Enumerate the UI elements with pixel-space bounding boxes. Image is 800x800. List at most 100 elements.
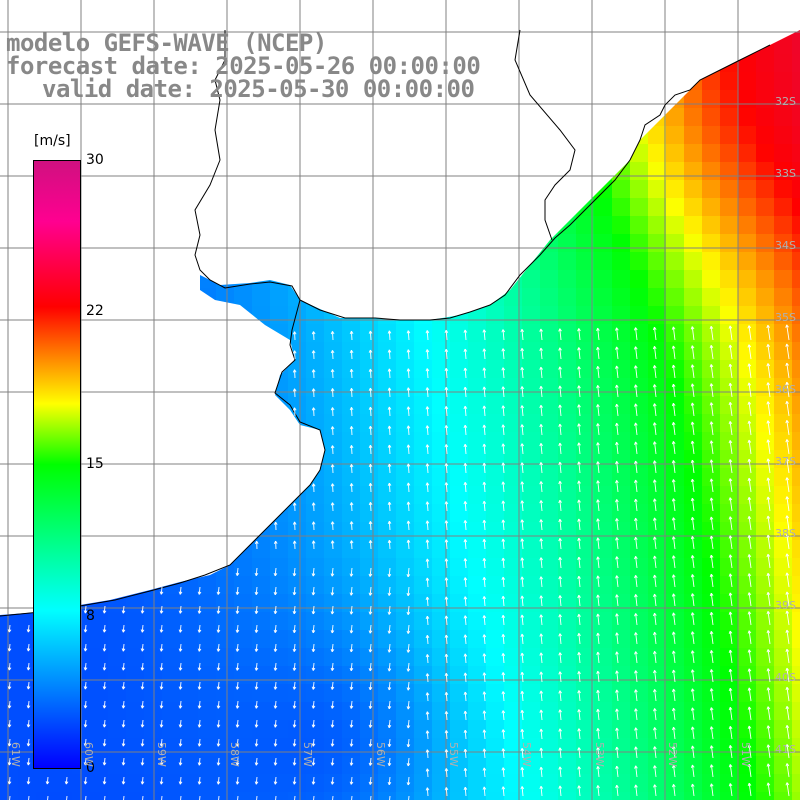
wind-arrow — [747, 554, 752, 569]
field-cell — [774, 180, 793, 199]
wind-arrow — [634, 784, 638, 797]
field-cell — [144, 720, 163, 739]
wind-arrow — [368, 502, 373, 512]
wind-arrow — [406, 501, 411, 512]
wind-arrow — [140, 776, 145, 785]
field-cell — [540, 774, 559, 793]
field-cell — [738, 648, 757, 667]
field-cell — [738, 360, 757, 379]
field-cell — [360, 594, 379, 613]
field-cell — [450, 360, 469, 379]
wind-arrow — [671, 441, 676, 455]
field-cell — [126, 630, 145, 649]
field-cell — [702, 630, 721, 649]
field-cell — [558, 576, 577, 595]
field-cell — [432, 594, 451, 613]
field-cell — [576, 612, 595, 631]
wind-arrow — [406, 605, 411, 615]
wind-arrow — [292, 700, 297, 709]
field-cell — [360, 522, 379, 541]
field-cell — [702, 360, 721, 379]
wind-arrow — [235, 700, 240, 709]
field-cell — [270, 756, 289, 775]
wind-arrow — [596, 670, 600, 683]
field-cell — [450, 774, 469, 793]
field-cell — [504, 414, 523, 433]
wind-arrow — [254, 540, 259, 550]
field-cell — [342, 558, 361, 577]
colorbar-tick-15: 15 — [86, 456, 104, 472]
wind-arrow — [520, 405, 525, 417]
field-cell — [594, 288, 613, 307]
wind-arrow — [539, 614, 544, 626]
wind-arrow — [671, 669, 676, 683]
field-cell — [450, 612, 469, 631]
field-cell — [342, 684, 361, 703]
field-cell — [612, 720, 631, 739]
field-cell — [288, 576, 307, 595]
colorbar-tick-22: 22 — [86, 303, 104, 319]
wind-arrow — [766, 344, 771, 360]
wind-arrow — [539, 404, 543, 417]
field-cell — [558, 360, 577, 379]
field-cell — [738, 576, 757, 595]
lon-label: 60W — [82, 742, 95, 767]
field-cell — [648, 324, 667, 343]
wind-arrow — [634, 765, 638, 778]
wind-arrow — [368, 757, 373, 766]
wind-arrow — [7, 643, 12, 652]
field-cell — [738, 612, 757, 631]
field-cell — [576, 630, 595, 649]
wind-arrow — [633, 346, 638, 360]
wind-arrow — [216, 757, 221, 766]
field-cell — [756, 306, 775, 325]
wind-arrow — [558, 347, 562, 360]
wind-arrow — [330, 681, 335, 690]
field-cell — [756, 432, 775, 451]
wind-arrow — [671, 688, 676, 702]
wind-arrow — [634, 746, 638, 759]
field-cell — [666, 504, 685, 523]
field-cell — [630, 756, 649, 775]
field-cell — [468, 504, 487, 523]
field-cell — [522, 432, 541, 451]
wind-arrow — [690, 326, 695, 341]
wind-arrow — [615, 594, 619, 607]
field-cell — [738, 504, 757, 523]
field-cell — [522, 792, 541, 800]
field-cell — [144, 630, 163, 649]
wind-arrow — [671, 364, 676, 379]
wind-arrow — [121, 719, 126, 728]
wind-arrow — [292, 388, 297, 398]
wind-arrow — [444, 711, 449, 721]
field-cell — [378, 594, 397, 613]
wind-arrow — [690, 612, 695, 626]
wind-arrow — [558, 690, 562, 702]
wind-arrow — [26, 681, 31, 690]
wind-arrow — [235, 624, 240, 633]
wind-arrow — [425, 425, 430, 436]
wind-arrow — [444, 749, 449, 759]
field-cell — [0, 648, 19, 667]
wind-arrow — [330, 502, 335, 512]
wind-arrow — [785, 343, 790, 360]
wind-arrow — [785, 744, 790, 759]
wind-arrow — [690, 402, 695, 417]
wind-arrow — [652, 536, 657, 550]
field-cell — [252, 720, 271, 739]
field-cell — [738, 198, 757, 217]
field-cell — [594, 774, 613, 793]
wind-arrow — [690, 726, 695, 740]
field-cell — [648, 630, 667, 649]
wind-arrow — [785, 629, 790, 645]
wind-arrow — [368, 700, 373, 709]
wind-arrow — [349, 738, 354, 747]
wind-arrow — [634, 651, 638, 664]
field-cell — [630, 648, 649, 667]
wind-arrow — [539, 785, 544, 797]
field-cell — [378, 756, 397, 775]
wind-arrow — [501, 538, 506, 550]
wind-arrow — [159, 681, 164, 690]
wind-arrow — [766, 763, 771, 778]
field-cell — [756, 558, 775, 577]
